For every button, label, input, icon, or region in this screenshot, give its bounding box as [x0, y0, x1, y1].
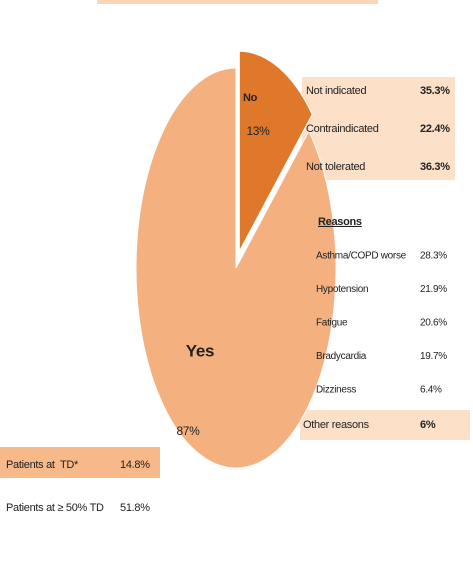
pie-slice [135, 67, 337, 469]
row-value: 35.3% [420, 85, 450, 97]
slice-value: 87% [176, 424, 200, 438]
row-value: 6.4% [420, 385, 442, 396]
row-label: Bradycardia [316, 351, 367, 362]
top-bar [97, 0, 378, 4]
row-label: Other reasons [303, 419, 370, 431]
row-value: 20.6% [420, 318, 447, 329]
slice-label: No [243, 92, 258, 104]
row-label: Hypotension [316, 284, 368, 295]
slice-label: Yes [186, 341, 214, 360]
row-label: Not indicated [306, 85, 366, 97]
row-value: 19.7% [420, 351, 447, 362]
row-label: Asthma/COPD worse [316, 251, 407, 262]
row-value: 22.4% [420, 123, 450, 135]
row-label: Not tolerated [306, 161, 365, 173]
table-background [302, 77, 455, 180]
section-title: Reasons [318, 216, 362, 228]
slice-value: 13% [246, 124, 270, 138]
row-label: Fatigue [316, 318, 348, 329]
row-value: 28.3% [420, 251, 447, 262]
row-label: Patients at ≥ 50% TD [6, 502, 104, 514]
table-background [300, 410, 470, 440]
row-value: 51.8% [120, 502, 150, 514]
pie-slice [238, 50, 313, 252]
row-value: 14.8% [120, 459, 150, 471]
row-label: Patients at TD* [6, 459, 79, 471]
table-background [0, 447, 160, 478]
row-label: Contraindicated [306, 123, 379, 135]
row-value: 6% [420, 419, 436, 431]
row-value: 36.3% [420, 161, 450, 173]
row-value: 21.9% [420, 284, 447, 295]
row-label: Dizziness [316, 385, 356, 396]
